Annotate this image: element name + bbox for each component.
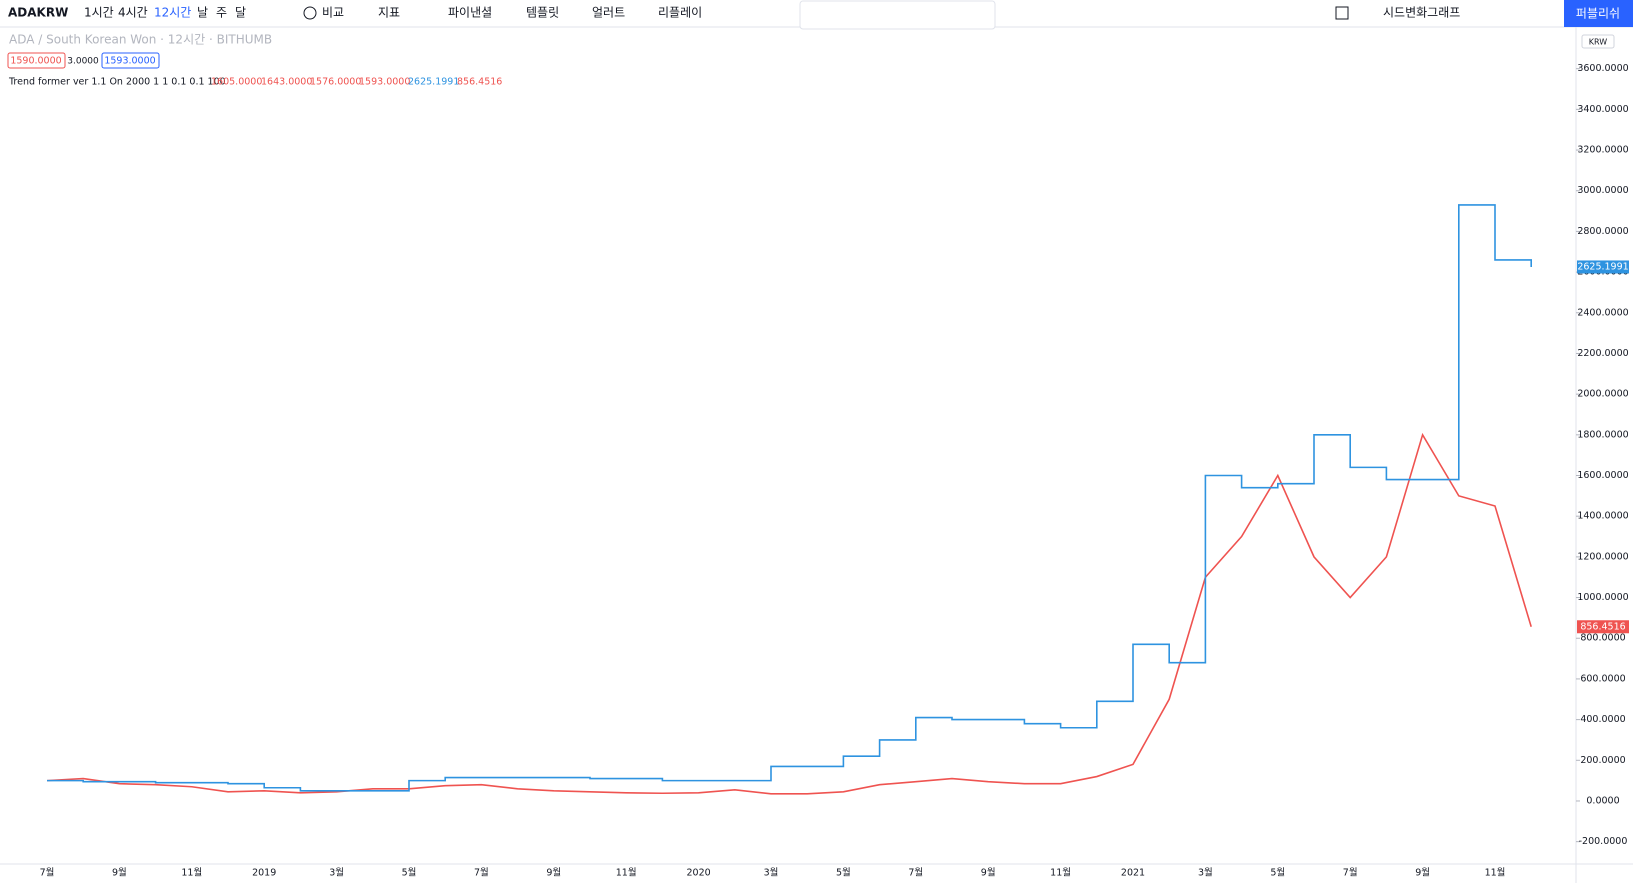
interval[interactable]: 달: [235, 6, 246, 20]
currency[interactable]: KRW: [1589, 38, 1607, 47]
price-label-bg: [1577, 620, 1629, 634]
price-label-bg: [1577, 260, 1629, 274]
publish-button-bg[interactable]: [1564, 0, 1633, 27]
y-tick-label: 3000.0000: [1577, 185, 1628, 196]
interval[interactable]: 주: [216, 6, 227, 20]
y-tick-label: 0.0000: [1586, 795, 1619, 806]
y-tick-label: 1200.0000: [1577, 551, 1628, 562]
x-tick-label: 9월: [1415, 867, 1430, 879]
y-tick-label: 200.0000: [1580, 755, 1625, 766]
x-tick-label: 9월: [981, 867, 996, 879]
alert-button[interactable]: 얼러트: [592, 6, 625, 20]
x-tick-label: 2019: [252, 868, 276, 879]
x-tick-label: 11월: [616, 867, 637, 879]
indicator-value: 2625.1991: [408, 77, 459, 88]
y-tick-label: -200.0000: [1579, 836, 1628, 847]
currency-box: [1581, 34, 1615, 49]
indicator-value: 1643.0000: [261, 77, 312, 88]
publish-button[interactable]: 퍼블리쉬: [1576, 7, 1620, 21]
series-line: [46, 432, 1532, 795]
x-tick-label: 11월: [181, 867, 202, 879]
y-tick-label: 600.0000: [1580, 673, 1625, 684]
x-tick-label: 5월: [836, 867, 851, 879]
y-tick-label: 800.0000: [1580, 633, 1625, 644]
y-tick-label: 3200.0000: [1577, 145, 1628, 156]
indicator-value: 1576.0000: [310, 77, 361, 88]
y-tick-label: 1800.0000: [1577, 429, 1628, 440]
y-tick-label: 2400.0000: [1577, 307, 1628, 318]
y-tick-label: 3600.0000: [1577, 63, 1628, 74]
indicator-value: 1593.0000: [359, 77, 410, 88]
x-tick-label: 3월: [329, 867, 344, 879]
templates-button[interactable]: 템플릿: [526, 6, 559, 20]
x-tick-label: 7월: [474, 867, 489, 879]
interval[interactable]: 1시간: [84, 6, 114, 20]
symbol[interactable]: ADAKRW: [8, 6, 68, 20]
x-tick-label: 11월: [1485, 867, 1506, 879]
spread: 3.0000: [67, 57, 99, 67]
x-tick-label: 7월: [40, 867, 55, 879]
drawing-toolbar: [799, 0, 996, 30]
interval[interactable]: 날: [197, 6, 208, 20]
x-tick-label: 3월: [1198, 867, 1213, 879]
price-label: 2625.1991: [1577, 261, 1628, 272]
y-tick-label: 2000.0000: [1577, 389, 1628, 400]
x-tick-label: 7월: [908, 867, 923, 879]
interval[interactable]: 12시간: [154, 6, 191, 20]
price-label: 856.4516: [1580, 621, 1625, 632]
financials-button[interactable]: 파이낸셜: [448, 6, 492, 20]
ask[interactable]: 1593.0000: [104, 56, 155, 67]
checkbox[interactable]: [1335, 6, 1349, 20]
y-tick-label: 1400.0000: [1577, 511, 1628, 522]
interval[interactable]: 4시간: [118, 6, 148, 20]
y-tick-label: 1600.0000: [1577, 470, 1628, 481]
indicator-name: Trend former ver 1.1 On 2000 1 1 0.1 0.1…: [8, 77, 226, 88]
x-tick-label: 2021: [1121, 868, 1145, 879]
x-tick-label: 5월: [1270, 867, 1285, 879]
x-tick-label: 11월: [1050, 867, 1071, 879]
y-tick-label: 3400.0000: [1577, 104, 1628, 115]
bid-box: [7, 52, 66, 69]
x-tick-label: 9월: [112, 867, 127, 879]
x-tick-label: 5월: [402, 867, 417, 879]
bid[interactable]: 1590.0000: [10, 56, 61, 67]
x-tick-label: 9월: [546, 867, 561, 879]
y-tick-label: 400.0000: [1580, 714, 1625, 725]
layout-name[interactable]: 시드변화그래프: [1383, 6, 1460, 20]
replay-button[interactable]: 리플레이: [658, 6, 702, 20]
series-line: [47, 204, 1532, 792]
ask-box: [101, 52, 160, 69]
chart-header: ADA / South Korean Won · 12시간 · BITHUMB: [9, 33, 272, 47]
indicator-value: 856.4516: [457, 77, 502, 88]
y-tick-label: 2200.0000: [1577, 348, 1628, 359]
compare-icon: [303, 6, 317, 20]
x-tick-label: 2020: [687, 868, 711, 879]
x-tick-label: 7월: [1343, 867, 1358, 879]
indicators-button[interactable]: 지표: [378, 6, 400, 20]
indicator-value: 1605.0000: [211, 77, 262, 88]
x-tick-label: 3월: [764, 867, 779, 879]
y-tick-label: 2800.0000: [1577, 226, 1628, 237]
compare-button[interactable]: 비교: [322, 6, 344, 20]
y-tick-label: 1000.0000: [1577, 592, 1628, 603]
